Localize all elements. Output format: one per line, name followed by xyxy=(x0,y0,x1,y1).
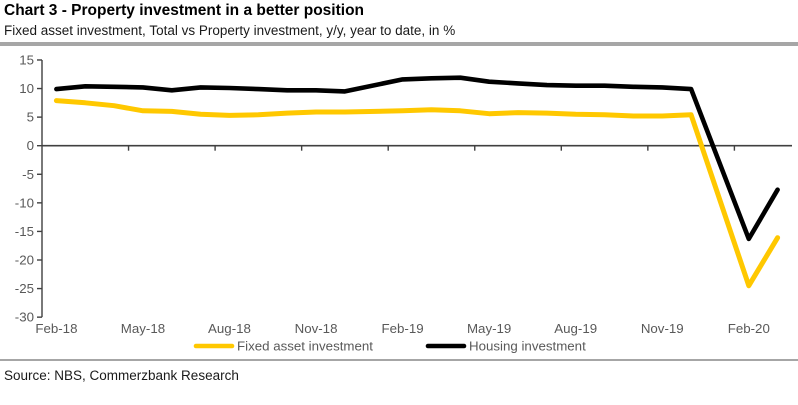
source-note: Source: NBS, Commerzbank Research xyxy=(4,368,239,383)
y-tick-label: 5 xyxy=(27,110,34,125)
x-tick-label: May-19 xyxy=(467,321,511,336)
y-tick-label: -15 xyxy=(15,224,34,239)
chart-title: Chart 3 - Property investment in a bette… xyxy=(4,2,365,19)
x-tick-label: Feb-20 xyxy=(728,321,770,336)
y-tick-label: -25 xyxy=(15,281,34,296)
y-tick-label: -20 xyxy=(15,253,34,268)
series-line-fixed-asset-investment xyxy=(53,98,781,289)
bottom-divider xyxy=(0,359,798,361)
chart-subtitle: Fixed asset investment, Total vs Propert… xyxy=(4,23,456,38)
legend-label-housing-investment: Housing investment xyxy=(469,339,586,354)
x-tick-label: Aug-18 xyxy=(208,321,251,336)
x-tick-label: Feb-18 xyxy=(35,321,77,336)
y-tick-label: 15 xyxy=(19,52,34,67)
top-divider xyxy=(0,42,798,46)
x-tick-label: Nov-18 xyxy=(295,321,338,336)
y-tick-label: -5 xyxy=(22,167,34,182)
y-tick-label: 10 xyxy=(19,81,34,96)
legend-label-fixed-asset-investment: Fixed asset investment xyxy=(237,339,373,354)
x-tick-label: Feb-19 xyxy=(382,321,424,336)
series-line-housing-investment xyxy=(54,75,780,242)
x-tick-label: May-18 xyxy=(121,321,165,336)
y-tick-label: -10 xyxy=(15,195,34,210)
x-tick-label: Nov-19 xyxy=(641,321,684,336)
y-tick-label: -30 xyxy=(15,310,34,325)
x-tick-label: Aug-19 xyxy=(554,321,597,336)
y-tick-label: 0 xyxy=(27,138,34,153)
